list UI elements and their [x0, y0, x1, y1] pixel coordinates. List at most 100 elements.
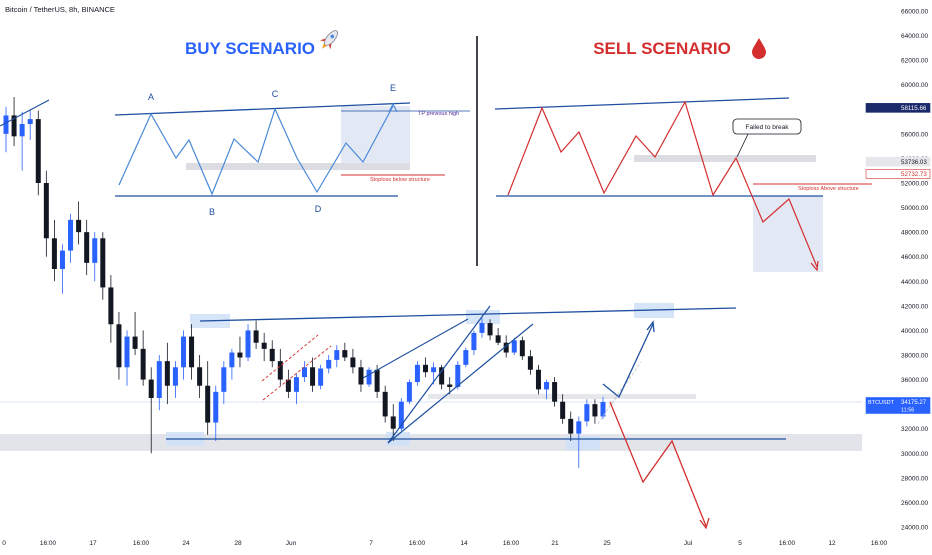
price-tag-value: 58115.66	[901, 105, 927, 112]
price-tick-label: 48000.00	[901, 230, 928, 237]
buy-scenario-title: BUY SCENARIO	[185, 39, 315, 58]
sell-target-zone	[753, 196, 823, 272]
candle-body	[180, 336, 186, 368]
candle-body	[285, 379, 291, 392]
price-tag: 58115.66	[865, 103, 931, 113]
candle-body	[189, 336, 195, 368]
buy-resistance-line	[114, 102, 411, 116]
tp-label: TP previous high	[418, 111, 459, 117]
price-tick-label: 50000.00	[901, 205, 928, 212]
buy-path	[118, 105, 394, 196]
time-tick-label: 16:00	[133, 540, 150, 547]
price-tag-countdown: 11:56	[901, 407, 914, 413]
candle-body	[164, 361, 170, 386]
point-a-label: A	[148, 92, 154, 102]
candle-body	[527, 356, 533, 370]
price-tick-label: 28000.00	[901, 475, 928, 482]
time-tick-label: 16:00	[409, 540, 426, 547]
time-tick-label: 16:00	[40, 540, 57, 547]
candle-body	[11, 115, 17, 137]
candle-body	[277, 361, 283, 380]
candle-body	[584, 404, 590, 422]
candle-body	[197, 367, 203, 386]
sell-scenario-title: SELL SCENARIO	[593, 39, 731, 58]
time-tick-label: Jul	[684, 540, 693, 547]
price-axis[interactable]: 66000.0064000.0062000.0060000.0058000.00…	[901, 9, 928, 532]
candle-body	[495, 335, 501, 343]
candle-body	[19, 124, 25, 137]
candle-body	[487, 323, 493, 336]
sell-structure-zone	[634, 155, 816, 162]
highlight-zone	[466, 310, 500, 324]
sell-stoploss-label: Stoploss Above structure	[798, 186, 859, 192]
candle-body	[237, 352, 243, 358]
time-tick-label: 25	[603, 540, 611, 547]
sell-scenario-panel: SELL SCENARIO Failed to break Stoploss A…	[494, 38, 872, 272]
candle-body	[76, 219, 82, 233]
channel-line	[362, 318, 469, 379]
point-b-label: B	[209, 207, 215, 217]
price-tick-label: 66000.00	[901, 9, 928, 16]
price-tick-label: 32000.00	[901, 426, 928, 433]
candle-body	[35, 119, 41, 183]
candle-body	[310, 367, 316, 386]
candle-body	[560, 401, 566, 419]
time-axis[interactable]: 0 16:00 17 16:00 24 28 Jun 7 16:00 14 16:00 21 25 Jul…	[2, 540, 887, 547]
candle-body	[301, 367, 308, 378]
candle-body	[552, 382, 558, 402]
candle-body	[148, 379, 154, 398]
symbol-header: Bitcoin / TetherUS, 8h, BINANCE	[5, 5, 115, 14]
candle-body	[455, 364, 461, 387]
candle-body	[439, 367, 445, 385]
candle-body	[156, 361, 162, 398]
projection-guide-2	[611, 361, 642, 405]
candle-body	[205, 385, 211, 423]
candle-body	[213, 391, 219, 423]
candle-body	[463, 350, 469, 365]
buy-structure-zone	[186, 163, 410, 170]
price-tag: 52732.73	[865, 169, 931, 179]
red-channel-upper	[261, 334, 319, 382]
sell-path-arrowhead	[810, 260, 819, 272]
candle-body	[535, 369, 541, 390]
early-trendline	[0, 99, 50, 127]
point-d-label: D	[315, 204, 322, 214]
bullish-projection-arrowhead	[646, 320, 655, 333]
range-resistance-line	[199, 307, 737, 322]
candle-body	[261, 342, 267, 349]
candles-group	[3, 97, 606, 469]
sell-resistance-line	[494, 97, 790, 110]
price-tick-label: 40000.00	[901, 328, 928, 335]
time-tick-label: 12	[828, 540, 836, 547]
price-tick-label: 24000.00	[901, 525, 928, 532]
candle-body	[334, 350, 340, 360]
wedge-lower-line	[387, 323, 534, 444]
candle-body	[253, 330, 259, 343]
price-tag-value: 34175.27	[901, 400, 927, 406]
bearish-projection-arrowhead	[699, 517, 710, 530]
candle-body	[350, 357, 356, 368]
candle-body	[245, 330, 251, 358]
candle-body	[471, 332, 477, 351]
candle-body	[358, 367, 364, 385]
price-tag-value: 53736.03	[901, 159, 927, 166]
candle-body	[269, 348, 275, 362]
candle-body	[84, 232, 90, 263]
price-tag-bg	[865, 156, 931, 167]
buy-scenario-panel: BUY SCENARIO A B C D E TP previous high …	[114, 30, 470, 217]
candle-body	[366, 369, 372, 385]
candle-body	[398, 401, 404, 429]
candle-body	[511, 340, 517, 353]
candle-body	[172, 367, 178, 386]
time-tick-label: 7	[369, 540, 373, 547]
price-tick-label: 36000.00	[901, 377, 928, 384]
time-tick-label: 17	[89, 540, 97, 547]
wedge-upper-line	[387, 305, 491, 444]
candle-body	[221, 367, 227, 392]
candle-body	[600, 401, 606, 417]
candle-body	[100, 238, 106, 288]
buy-stoploss-label: Stoploss below structure	[370, 177, 430, 183]
